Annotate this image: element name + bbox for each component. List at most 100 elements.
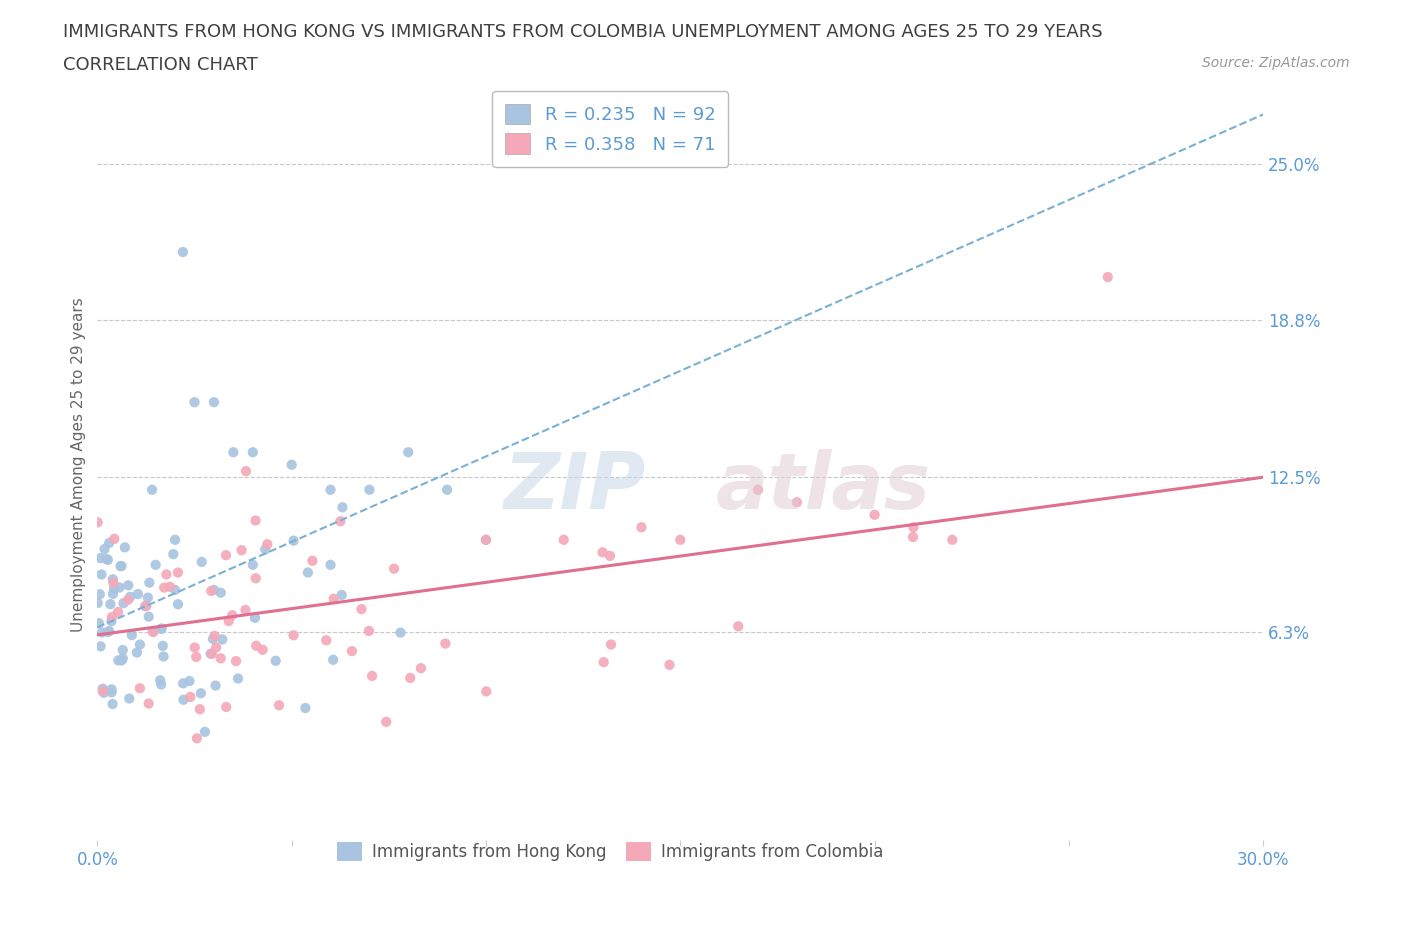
Point [242, 557, 264, 572]
Point [201, 646, 224, 661]
Point [332, 500, 354, 515]
Text: Source: ZipAtlas.com: Source: ZipAtlas.com [1202, 56, 1350, 70]
Point [747, 483, 769, 498]
Point [150, 677, 173, 692]
Point [91, 682, 114, 697]
Point [129, 637, 152, 652]
Point [205, 640, 228, 655]
Point [142, 625, 165, 640]
Point [202, 394, 225, 409]
Point [138, 609, 160, 624]
Point [319, 557, 342, 572]
Point [264, 654, 287, 669]
Point [475, 532, 498, 547]
Point [101, 587, 124, 602]
Point [103, 576, 125, 591]
Point [901, 529, 924, 544]
Point [103, 581, 125, 596]
Point [153, 580, 176, 595]
Point [159, 579, 181, 594]
Text: CORRELATION CHART: CORRELATION CHART [63, 56, 259, 73]
Point [329, 514, 352, 529]
Point [658, 658, 681, 672]
Point [215, 699, 238, 714]
Point [120, 590, 142, 604]
Point [107, 653, 129, 668]
Point [361, 669, 384, 684]
Point [90, 639, 112, 654]
Point [209, 651, 232, 666]
Point [669, 532, 692, 547]
Point [110, 559, 132, 574]
Point [297, 565, 319, 580]
Point [600, 637, 623, 652]
Point [475, 684, 498, 698]
Point [150, 621, 173, 636]
Point [101, 572, 124, 587]
Point [319, 483, 342, 498]
Text: IMMIGRANTS FROM HONG KONG VS IMMIGRANTS FROM COLOMBIA UNEMPLOYMENT AMONG AGES 25: IMMIGRANTS FROM HONG KONG VS IMMIGRANTS … [63, 23, 1102, 41]
Point [172, 692, 194, 707]
Point [138, 576, 160, 591]
Point [101, 610, 124, 625]
Point [100, 682, 122, 697]
Point [98, 624, 121, 639]
Point [252, 643, 274, 658]
Point [91, 684, 114, 698]
Point [903, 520, 925, 535]
Point [98, 536, 121, 551]
Point [121, 628, 143, 643]
Point [941, 532, 963, 547]
Point [209, 585, 232, 600]
Point [399, 671, 422, 685]
Point [222, 445, 245, 459]
Point [100, 597, 122, 612]
Text: ZIP: ZIP [503, 449, 645, 525]
Y-axis label: Unemployment Among Ages 25 to 29 years: Unemployment Among Ages 25 to 29 years [72, 298, 86, 632]
Point [340, 644, 363, 658]
Point [162, 547, 184, 562]
Point [283, 628, 305, 643]
Point [280, 458, 302, 472]
Point [190, 554, 212, 569]
Point [100, 685, 122, 700]
Point [434, 636, 457, 651]
Point [215, 548, 238, 563]
Point [86, 515, 108, 530]
Point [103, 531, 125, 546]
Point [204, 629, 226, 644]
Point [127, 587, 149, 602]
Point [172, 676, 194, 691]
Text: atlas: atlas [716, 449, 931, 525]
Point [350, 602, 373, 617]
Point [382, 561, 405, 576]
Point [201, 631, 224, 646]
Point [322, 591, 344, 606]
Point [100, 614, 122, 629]
Point [254, 542, 277, 557]
Point [125, 645, 148, 660]
Point [301, 553, 323, 568]
Point [183, 394, 205, 409]
Point [630, 520, 652, 535]
Point [225, 654, 247, 669]
Point [87, 616, 110, 631]
Point [134, 599, 156, 614]
Point [91, 625, 114, 640]
Point [375, 714, 398, 729]
Point [186, 649, 208, 664]
Point [235, 464, 257, 479]
Point [87, 595, 110, 610]
Point [863, 508, 886, 523]
Point [294, 700, 316, 715]
Point [136, 591, 159, 605]
Point [150, 621, 173, 636]
Point [165, 532, 187, 547]
Point [256, 537, 278, 551]
Point [142, 624, 165, 639]
Point [149, 672, 172, 687]
Point [190, 685, 212, 700]
Point [96, 551, 118, 566]
Point [330, 588, 353, 603]
Point [188, 702, 211, 717]
